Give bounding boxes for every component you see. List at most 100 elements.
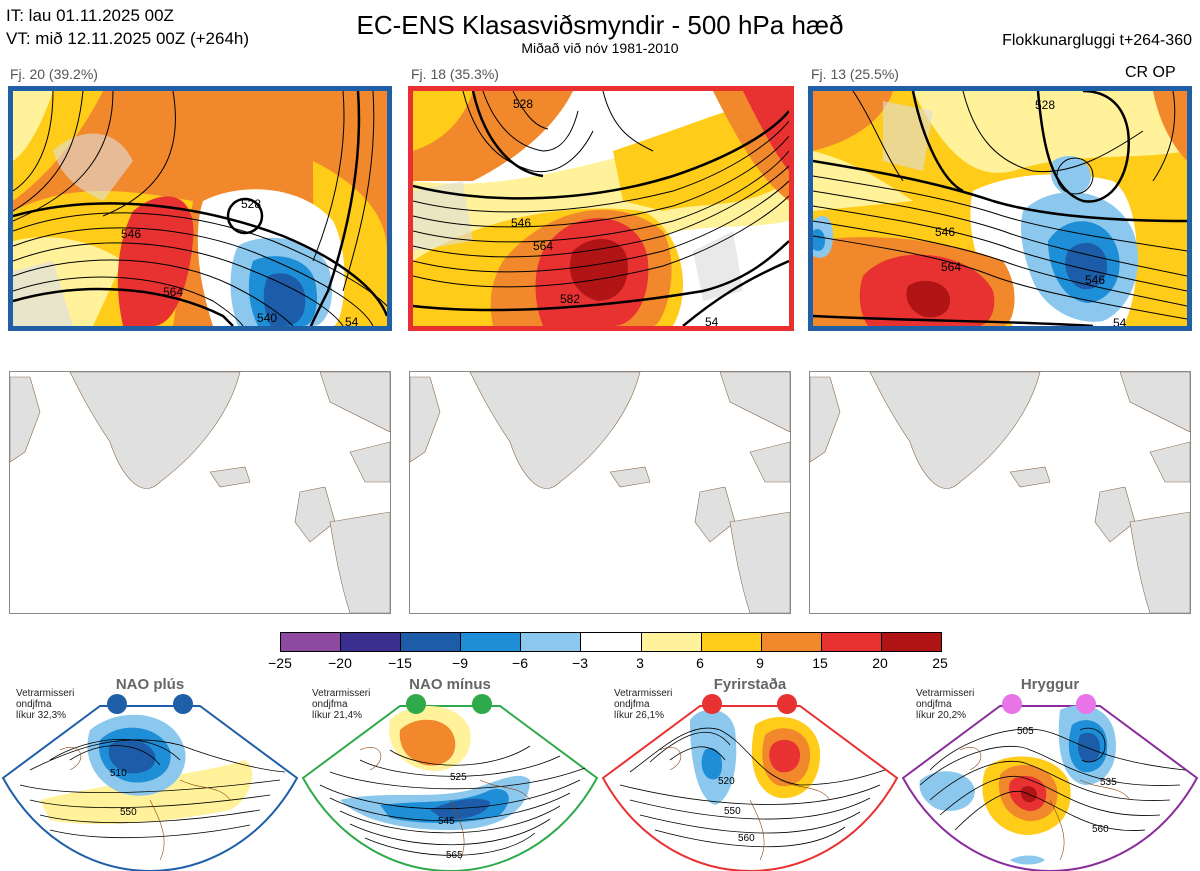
colorbar-swatch xyxy=(460,633,521,651)
caption-line: ondjfma xyxy=(614,699,650,710)
colorbar-tick: −15 xyxy=(388,655,412,671)
contour-label: 564 xyxy=(163,285,183,299)
contour-label: 545 xyxy=(438,816,455,827)
regime-dot xyxy=(1076,694,1096,714)
regime-caption: Vetrarmisseri ondjfma líkur 21,4% xyxy=(312,688,370,721)
regime-title: Fyrirstaða xyxy=(713,676,787,693)
cluster-label-2: Fj. 18 (35.3%) xyxy=(411,66,499,82)
regime-title: NAO plús xyxy=(115,676,185,693)
colorbar-tick: −6 xyxy=(512,655,528,671)
regime-panel-nao-minus[interactable]: Vetrarmisseri ondjfma líkur 21,4% NAO mí… xyxy=(300,676,600,871)
regime-panel-blocking[interactable]: Vetrarmisseri ondjfma líkur 26,1% Fyrirs… xyxy=(600,676,900,871)
cluster-map-1-contour-labels: 546 564 528 540 54 xyxy=(121,197,359,326)
caption-line: Vetrarmisseri xyxy=(16,688,75,699)
regime-panel-nao-plus[interactable]: Vetrarmisseri ondjfma líkur 32,3% NAO pl… xyxy=(0,676,300,871)
colorbar-swatch xyxy=(580,633,641,651)
page-subtitle: Miðað við nóv 1981-2010 xyxy=(521,40,679,56)
colorbar-ticks: −25 −20 −15 −9 −6 −3 3 6 9 15 20 25 xyxy=(265,655,957,673)
cluster-map-3[interactable]: 528 546 564 546 54 xyxy=(808,86,1192,331)
caption-line: Vetrarmisseri xyxy=(614,688,673,699)
contour-label: 54 xyxy=(705,315,719,326)
contour-label: 520 xyxy=(718,776,735,787)
contour-label: 550 xyxy=(724,806,741,817)
contour-label: 528 xyxy=(241,197,261,211)
contour-label: 528 xyxy=(1035,98,1055,112)
regime-dot xyxy=(777,694,797,714)
contour-label: 546 xyxy=(121,227,141,241)
colorbar-swatch xyxy=(281,633,341,651)
contour-label: 54 xyxy=(1113,316,1127,326)
cluster-map-2-graphic: 528 546 564 582 54 xyxy=(413,91,789,326)
colorbar-tick: −20 xyxy=(328,655,352,671)
regime-map-blocking: 520 550 560 xyxy=(601,705,899,871)
contour-label: 528 xyxy=(513,97,533,111)
contour-label: 525 xyxy=(450,772,467,783)
contour-label: 582 xyxy=(560,292,580,306)
regime-dot xyxy=(702,694,722,714)
cr-op-label: CR OP xyxy=(1125,64,1176,81)
cluster-map-2-contour-labels: 528 546 564 582 54 xyxy=(511,97,719,326)
contour-label: 546 xyxy=(511,216,531,230)
contour-label: 540 xyxy=(257,311,277,325)
regime-dot xyxy=(173,694,193,714)
header-info: IT: lau 01.11.2025 00Z VT: mið 12.11.202… xyxy=(6,4,249,50)
caption-line: líkur 32,3% xyxy=(16,710,67,721)
window-label: Flokkunargluggi t+264-360 xyxy=(1002,32,1192,49)
colorbar-tick: 20 xyxy=(872,655,888,671)
contour-label: 565 xyxy=(446,850,463,861)
cluster-map-1-graphic: 546 564 528 540 54 xyxy=(13,91,387,326)
contour-label: 535 xyxy=(1100,777,1117,788)
regime-caption: Vetrarmisseri ondjfma líkur 26,1% xyxy=(614,688,672,721)
page-title: EC-ENS Klasasviðsmyndir - 500 hPa hæð xyxy=(356,10,844,40)
colorbar-swatch xyxy=(520,633,581,651)
regime-dot xyxy=(406,694,426,714)
caption-line: líkur 20,2% xyxy=(916,710,967,721)
colorbar-tick: 25 xyxy=(932,655,948,671)
colorbar-tick: −25 xyxy=(268,655,292,671)
cluster-map-2[interactable]: 528 546 564 582 54 xyxy=(408,86,794,331)
regime-dot xyxy=(1002,694,1022,714)
cluster-label-3: Fj. 13 (25.5%) xyxy=(811,66,899,82)
colorbar-swatch xyxy=(880,633,942,651)
colorbar-swatch xyxy=(400,633,461,651)
contour-label: 564 xyxy=(941,260,961,274)
regime-dot xyxy=(107,694,127,714)
colorbar-tick: −3 xyxy=(572,655,588,671)
op-map-3-graphic xyxy=(810,372,1190,613)
contour-label: 505 xyxy=(1017,726,1034,737)
caption-line: ondjfma xyxy=(16,699,52,710)
contour-label: 546 xyxy=(935,225,955,239)
colorbar-swatch xyxy=(340,633,401,651)
regime-caption: Vetrarmisseri ondjfma líkur 20,2% xyxy=(916,688,974,721)
caption-line: Vetrarmisseri xyxy=(312,688,371,699)
caption-line: ondjfma xyxy=(916,699,952,710)
regime-panel-ridge[interactable]: Vetrarmisseri ondjfma líkur 20,2% Hryggu… xyxy=(900,676,1200,871)
contour-label: 54 xyxy=(345,315,359,326)
colorbar-swatch xyxy=(640,633,701,651)
caption-line: ondjfma xyxy=(312,699,348,710)
regime-caption: Vetrarmisseri ondjfma líkur 32,3% xyxy=(16,688,74,721)
caption-line: líkur 21,4% xyxy=(312,710,363,721)
op-map-2[interactable] xyxy=(409,371,791,614)
op-map-2-graphic xyxy=(410,372,790,613)
regime-title: NAO mínus xyxy=(409,676,491,693)
regime-dot xyxy=(472,694,492,714)
cluster-map-3-contour-labels: 528 546 564 546 54 xyxy=(935,98,1127,326)
op-map-3[interactable] xyxy=(809,371,1191,614)
regime-map-nao-plus: 510 550 xyxy=(1,705,299,871)
contour-label: 550 xyxy=(120,807,137,818)
colorbar-tick: 15 xyxy=(812,655,828,671)
op-map-1-graphic xyxy=(10,372,390,613)
cluster-map-1[interactable]: 546 564 528 540 54 xyxy=(8,86,392,331)
caption-line: líkur 26,1% xyxy=(614,710,665,721)
contour-label: 560 xyxy=(1092,824,1109,835)
contour-label: 560 xyxy=(738,833,755,844)
vt-line: VT: mið 12.11.2025 00Z (+264h) xyxy=(6,29,250,48)
contour-label: 564 xyxy=(533,239,553,253)
colorbar xyxy=(280,632,942,652)
colorbar-swatch xyxy=(820,633,881,651)
regime-map-ridge: 505 535 560 xyxy=(901,705,1199,871)
colorbar-tick: −9 xyxy=(452,655,468,671)
op-map-1[interactable] xyxy=(9,371,391,614)
colorbar-swatch xyxy=(700,633,761,651)
